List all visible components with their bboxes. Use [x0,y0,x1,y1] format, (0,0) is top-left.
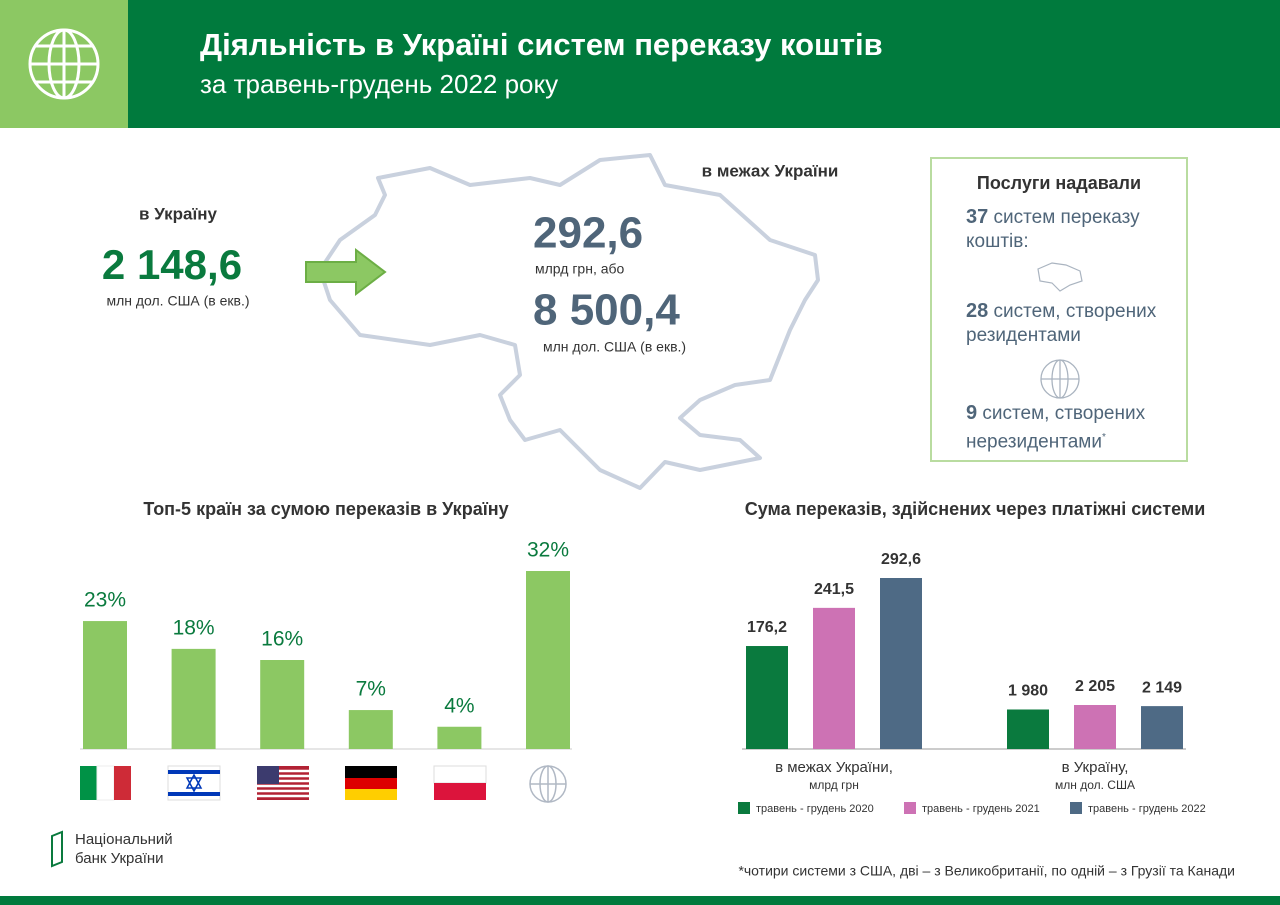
services-box: Послуги надавали 37 систем переказу кошт… [930,157,1188,462]
value-label: 2 149 [1142,679,1182,696]
value-label: 4% [444,694,474,717]
bar [813,607,855,749]
bar [746,646,788,749]
header-band [0,0,1280,128]
value-label: 241,5 [814,581,854,598]
globe-small [1040,359,1080,399]
chart-title: Сума переказів, здійснених через платіжн… [745,499,1206,519]
legend-swatch [738,802,750,814]
bar [1074,705,1116,749]
value-label: 23% [84,589,126,612]
globe-icon [28,28,100,100]
inbound-unit: млн дол. США (в екв.) [106,293,249,309]
value-label: 7% [356,678,386,701]
bar [526,571,570,749]
category-unit: млрд грн [809,778,859,792]
bar [880,578,922,749]
service-text: систем переказу коштів: [966,207,1140,252]
ukraine-map [318,153,820,490]
value-label: 32% [527,539,569,562]
bar [348,710,393,749]
service-item: 28 систем, створених резидентами [966,299,1176,348]
flags [80,765,567,803]
legend-label: травень - грудень 2021 [922,803,1040,815]
map-icon [1037,262,1083,292]
bar [1007,709,1049,749]
bar [171,648,216,749]
service-number: 28 [966,300,989,322]
bar [1141,706,1183,749]
nbu-logo [51,830,63,868]
footnote-mark: * [1101,432,1106,443]
subtitle: за травень-грудень 2022 року [200,69,558,99]
inbound-label: в Україну [139,204,217,223]
logo-line: Національний [75,831,173,848]
legend-swatch [1070,802,1082,814]
logo-line: банк України [75,850,164,867]
service-text: систем, створених резидентами [966,301,1157,346]
value-label: 18% [173,616,215,639]
category-unit: млн дол. США [1055,778,1135,792]
service-item: 37 систем переказу коштів: [966,205,1176,254]
category-label: в Україну, [1062,759,1129,776]
category-label: в межах України, [775,759,893,776]
bar [83,621,127,749]
service-text: систем, створених нерезидентами [966,403,1146,453]
title: Діяльність в Україні систем переказу кош… [200,27,883,62]
domestic-label: в межах України [702,161,839,180]
bar [260,660,305,749]
services-title: Послуги надавали [976,173,1142,193]
value-label: 2 205 [1075,678,1115,695]
service-number: 9 [966,402,978,424]
service-number: 37 [966,206,989,228]
inbound-value: 2 148,6 [102,241,242,288]
domestic-uah-unit: млрд грн, або [535,261,625,277]
legend-swatch [904,802,916,814]
arrow [305,247,387,297]
legend-label: травень - грудень 2020 [756,803,874,815]
value-label: 16% [261,628,303,651]
service-item: 9 систем, створених нерезидентами* [966,401,1176,454]
value-label: 292,6 [881,551,921,568]
domestic-usd-unit: млн дол. США (в екв.) [543,339,686,355]
value-label: 176,2 [747,619,787,636]
bar [437,726,482,749]
legend-label: травень - грудень 2022 [1088,803,1206,815]
footnote: *чотири системи з США, дві – з Великобри… [738,863,1235,879]
domestic-uah: 292,6 [533,209,643,258]
value-label: 1 980 [1008,683,1048,700]
chart-title: Топ-5 країн за сумою переказів в Україну [143,499,508,519]
footer-band [0,896,1280,905]
domestic-usd: 8 500,4 [533,286,680,335]
